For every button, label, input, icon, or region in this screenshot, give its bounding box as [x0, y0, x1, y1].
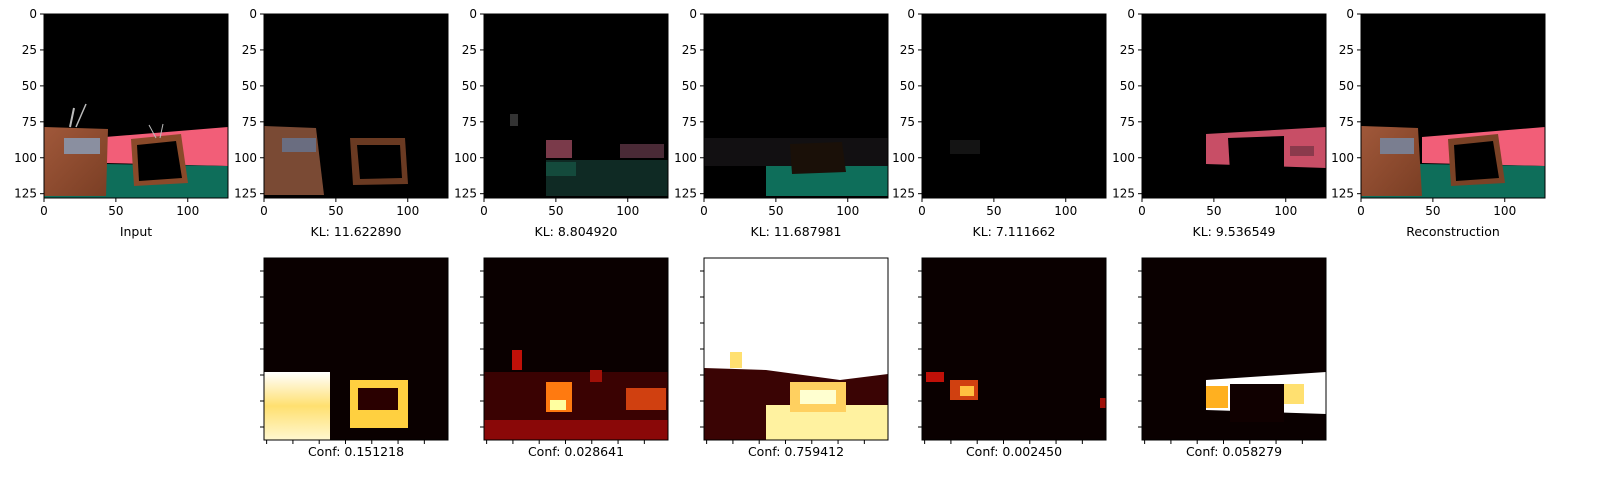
x-tick-label: 50: [1425, 204, 1440, 218]
x-tick-label: 100: [1493, 204, 1516, 218]
x-tick-label: 100: [836, 204, 859, 218]
mask-caption-mask4: Conf: 0.002450: [966, 444, 1062, 459]
panel-slot5: [1141, 13, 1327, 199]
y-tick-label: 50: [1339, 79, 1354, 93]
y-tick-label: 50: [22, 79, 37, 93]
panel-slot4: [921, 13, 1107, 199]
y-tick-label: 25: [682, 43, 697, 57]
y-tick-label: 75: [462, 115, 477, 129]
y-tick-label: 0: [1127, 7, 1135, 21]
y-tick-label: 125: [892, 187, 915, 201]
y-tick-label: 100: [14, 151, 37, 165]
y-tick-label: 75: [682, 115, 697, 129]
panel-slot3: [703, 13, 889, 199]
panel-slot2: [483, 13, 669, 199]
panel-caption-recon: Reconstruction: [1406, 224, 1500, 239]
x-tick-label: 0: [40, 204, 48, 218]
y-tick-label: 100: [892, 151, 915, 165]
x-tick-label: 0: [700, 204, 708, 218]
y-tick-label: 25: [462, 43, 477, 57]
y-tick-label: 0: [29, 7, 37, 21]
axes-input-frame: [43, 13, 229, 199]
x-tick-label: 0: [918, 204, 926, 218]
y-tick-label: 0: [1346, 7, 1354, 21]
panel-input: [44, 14, 228, 198]
y-tick-label: 100: [1331, 151, 1354, 165]
y-tick-label: 100: [1112, 151, 1135, 165]
mask5: [1141, 257, 1327, 441]
y-tick-label: 50: [462, 79, 477, 93]
y-tick-label: 75: [900, 115, 915, 129]
panel-caption-slot5: KL: 9.536549: [1193, 224, 1276, 239]
x-tick-label: 50: [986, 204, 1001, 218]
y-tick-label: 100: [234, 151, 257, 165]
y-tick-label: 75: [242, 115, 257, 129]
x-tick-label: 50: [1206, 204, 1221, 218]
x-tick-label: 0: [260, 204, 268, 218]
y-tick-label: 125: [454, 187, 477, 201]
mask-caption-mask2: Conf: 0.028641: [528, 444, 624, 459]
x-tick-label: 0: [480, 204, 488, 218]
panel-caption-slot1: KL: 11.622890: [311, 224, 402, 239]
panel-caption-slot3: KL: 11.687981: [751, 224, 842, 239]
x-tick-label: 100: [396, 204, 419, 218]
y-tick-label: 75: [1120, 115, 1135, 129]
panel-caption-slot4: KL: 7.111662: [973, 224, 1056, 239]
y-tick-label: 0: [907, 7, 915, 21]
x-tick-label: 50: [328, 204, 343, 218]
y-tick-label: 50: [900, 79, 915, 93]
mask3: [703, 257, 889, 441]
y-tick-label: 0: [689, 7, 697, 21]
mask2: [483, 257, 669, 441]
y-tick-label: 50: [1120, 79, 1135, 93]
mask-caption-mask3: Conf: 0.759412: [748, 444, 844, 459]
tick-layer: [40, 13, 1506, 444]
x-tick-label: 100: [1054, 204, 1077, 218]
x-tick-label: 50: [108, 204, 123, 218]
y-tick-label: 125: [1112, 187, 1135, 201]
mask-caption-mask1: Conf: 0.151218: [308, 444, 404, 459]
x-tick-label: 100: [176, 204, 199, 218]
x-tick-label: 0: [1357, 204, 1365, 218]
y-tick-label: 0: [469, 7, 477, 21]
mask4: [921, 257, 1107, 441]
y-tick-label: 125: [1331, 187, 1354, 201]
x-tick-label: 0: [1138, 204, 1146, 218]
y-tick-label: 25: [900, 43, 915, 57]
y-tick-label: 50: [242, 79, 257, 93]
mask1: [263, 257, 449, 441]
y-tick-label: 25: [22, 43, 37, 57]
panel-recon: [1360, 13, 1546, 199]
y-tick-label: 75: [1339, 115, 1354, 129]
y-tick-label: 75: [22, 115, 37, 129]
y-tick-label: 0: [249, 7, 257, 21]
y-tick-label: 125: [674, 187, 697, 201]
x-tick-label: 100: [1274, 204, 1297, 218]
y-tick-label: 125: [14, 187, 37, 201]
y-tick-label: 50: [682, 79, 697, 93]
x-tick-label: 100: [616, 204, 639, 218]
y-tick-label: 125: [234, 187, 257, 201]
x-tick-label: 50: [768, 204, 783, 218]
y-tick-label: 25: [1120, 43, 1135, 57]
y-tick-label: 25: [1339, 43, 1354, 57]
panel-slot1: [263, 13, 449, 199]
x-tick-label: 50: [548, 204, 563, 218]
mask-caption-mask5: Conf: 0.058279: [1186, 444, 1282, 459]
panel-caption-input: Input: [120, 224, 152, 239]
y-tick-label: 100: [674, 151, 697, 165]
y-tick-label: 100: [454, 151, 477, 165]
y-tick-label: 25: [242, 43, 257, 57]
panel-caption-slot2: KL: 8.804920: [535, 224, 618, 239]
